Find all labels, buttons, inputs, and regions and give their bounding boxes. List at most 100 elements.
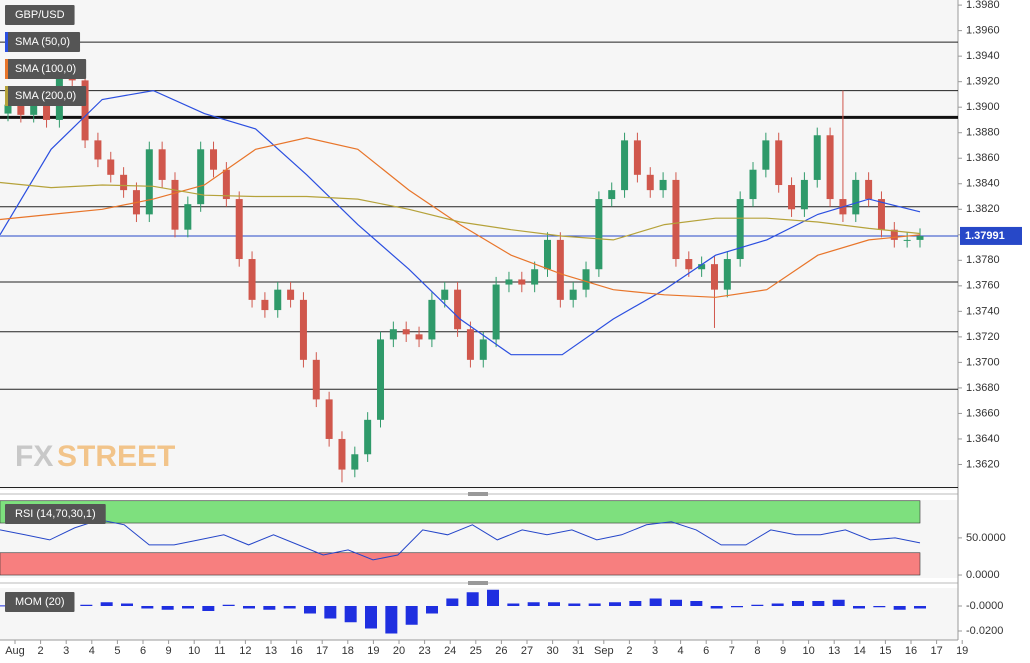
candle-body bbox=[454, 289, 462, 330]
sma-line bbox=[0, 137, 921, 298]
mom-panel bbox=[0, 588, 958, 640]
x-tick-label: 19 bbox=[956, 645, 968, 657]
mom-bar bbox=[365, 606, 377, 629]
candle-body bbox=[4, 104, 12, 114]
y-tick-label: 1.3840 bbox=[966, 178, 1000, 190]
candle-body bbox=[621, 140, 629, 191]
candle-body bbox=[171, 179, 179, 230]
mom-bar bbox=[893, 606, 906, 610]
legend-swatch bbox=[5, 86, 8, 106]
candle-body bbox=[402, 329, 410, 335]
candle-body bbox=[813, 135, 821, 180]
mom-bar bbox=[121, 603, 133, 606]
x-tick-label: 15 bbox=[879, 645, 891, 657]
resize-grip[interactable] bbox=[468, 492, 488, 496]
legend-box bbox=[5, 32, 81, 52]
candle-body bbox=[81, 80, 89, 141]
candle-body bbox=[633, 140, 641, 175]
candle-body bbox=[723, 259, 731, 290]
mom-bar bbox=[283, 606, 296, 609]
candle-body bbox=[351, 454, 359, 470]
candle-body bbox=[145, 149, 153, 215]
mom-bar bbox=[446, 598, 459, 606]
mom-bar bbox=[609, 602, 621, 606]
legend-label: SMA (200,0) bbox=[15, 90, 76, 102]
mom-bar bbox=[182, 606, 194, 609]
candle-body bbox=[248, 259, 256, 300]
legend-box bbox=[5, 5, 75, 25]
candle-body bbox=[672, 179, 680, 260]
legend-box bbox=[5, 592, 75, 612]
x-tick-label: Sep bbox=[594, 645, 614, 657]
candle-body bbox=[749, 169, 757, 200]
x-tick-label: 4 bbox=[89, 645, 95, 657]
x-tick-label: 26 bbox=[495, 645, 507, 657]
sma-line bbox=[0, 89, 921, 356]
candle-body bbox=[428, 299, 436, 340]
rsi-line bbox=[0, 519, 921, 561]
x-tick-label: 23 bbox=[418, 645, 430, 657]
x-tick-label: 8 bbox=[754, 645, 760, 657]
candle-body bbox=[197, 149, 205, 205]
candle-body bbox=[261, 299, 269, 311]
x-tick-label: 3 bbox=[63, 645, 69, 657]
candle-body bbox=[479, 339, 487, 360]
candle-body bbox=[492, 284, 500, 340]
x-tick-label: 13 bbox=[265, 645, 277, 657]
legend-label: RSI (14,70,30,1) bbox=[15, 508, 96, 520]
candle-body bbox=[235, 199, 243, 260]
x-tick-label: 17 bbox=[930, 645, 942, 657]
legend-swatch bbox=[5, 59, 8, 79]
candle-body bbox=[107, 159, 115, 175]
candle-body bbox=[543, 239, 551, 270]
mom-bar bbox=[649, 598, 662, 606]
rsi-band bbox=[0, 552, 921, 576]
x-tick-label: 13 bbox=[828, 645, 840, 657]
candle-body bbox=[466, 329, 474, 360]
candle-body bbox=[518, 279, 526, 285]
mom-bar bbox=[853, 606, 865, 609]
price-panel bbox=[0, 0, 958, 490]
watermark-street: STREET bbox=[57, 440, 175, 473]
legend-item: SMA (100,0) bbox=[5, 59, 87, 79]
x-tick-label: 4 bbox=[678, 645, 684, 657]
last-price-tag bbox=[960, 226, 1022, 245]
mom-bar bbox=[385, 606, 398, 634]
candle-body bbox=[184, 204, 192, 230]
x-tick-label: 6 bbox=[140, 645, 146, 657]
sma-line bbox=[0, 181, 921, 241]
candle-body bbox=[222, 169, 230, 200]
x-tick-label: 10 bbox=[188, 645, 200, 657]
candle-body bbox=[916, 236, 924, 240]
candle-body bbox=[736, 199, 744, 260]
candle-body bbox=[890, 229, 898, 240]
mom-bar bbox=[629, 601, 642, 606]
mom-bar bbox=[141, 606, 154, 609]
candle-body bbox=[595, 199, 603, 270]
x-tick-label: 3 bbox=[652, 645, 658, 657]
y-tick-label: 1.3860 bbox=[966, 152, 1000, 164]
candle-body bbox=[710, 264, 718, 290]
x-tick-label: 5 bbox=[114, 645, 120, 657]
legend-label: GBP/USD bbox=[15, 9, 65, 21]
candle-body bbox=[120, 174, 128, 191]
x-tick-label: 16 bbox=[290, 645, 302, 657]
legend-box bbox=[5, 86, 87, 106]
candle-body bbox=[364, 419, 372, 455]
x-tick-label: 2 bbox=[626, 645, 632, 657]
watermark: FX STREET bbox=[15, 440, 175, 473]
mom-bar bbox=[670, 599, 682, 606]
x-tick-label: 9 bbox=[166, 645, 172, 657]
x-tick-label: 6 bbox=[703, 645, 709, 657]
y-tick-label: 1.3940 bbox=[966, 50, 1000, 62]
candle-body bbox=[762, 140, 770, 170]
resize-grip[interactable] bbox=[468, 581, 488, 585]
candle-body bbox=[43, 99, 51, 120]
x-tick-label: Aug bbox=[5, 645, 25, 657]
x-tick-label: 19 bbox=[367, 645, 379, 657]
candle-body bbox=[287, 289, 295, 300]
candle-body bbox=[389, 329, 397, 340]
x-tick-label: 12 bbox=[239, 645, 251, 657]
candle-body bbox=[698, 264, 706, 270]
